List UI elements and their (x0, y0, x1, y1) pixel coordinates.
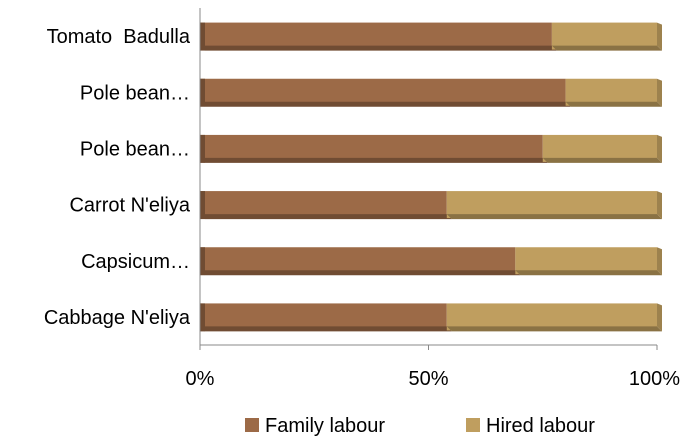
bars-layer (200, 22, 662, 332)
bar-segment (515, 247, 662, 276)
x-tick-label: 0% (186, 368, 215, 390)
bar-segment (200, 247, 521, 276)
category-label: Pole bean… (80, 138, 190, 160)
bar-segment (200, 303, 452, 332)
category-label: Carrot N'eliya (69, 195, 190, 217)
bar-segment (200, 134, 548, 163)
legend-label: Family labour (265, 415, 385, 437)
x-tick-labels: 0% 50% 100% (186, 368, 680, 390)
legend-item: Hired labour (466, 415, 595, 437)
bar-segment (200, 78, 571, 107)
category-label: Pole bean… (80, 82, 190, 104)
legend-swatch (245, 418, 259, 432)
bar-segment (446, 303, 662, 332)
legend: Family labour Hired labour (245, 415, 595, 437)
legend-swatch (466, 418, 480, 432)
category-labels: Tomato Badulla Pole bean… Pole bean… Carrot… (44, 26, 191, 329)
bar-segment (200, 191, 452, 220)
x-tick-label: 50% (408, 368, 448, 390)
bar-segment (565, 78, 662, 107)
bar-segment (446, 191, 662, 220)
bar-segment (200, 22, 557, 51)
bar-segment (551, 22, 662, 51)
x-tick-label: 100% (629, 368, 680, 390)
category-label: Cabbage N'eliya (44, 307, 191, 329)
legend-label: Hired labour (486, 415, 595, 437)
legend-item: Family labour (245, 415, 385, 437)
category-label: Capsicum… (81, 251, 190, 273)
category-label: Tomato Badulla (47, 26, 191, 48)
bar-segment (542, 134, 662, 163)
axes-layer (199, 8, 658, 350)
